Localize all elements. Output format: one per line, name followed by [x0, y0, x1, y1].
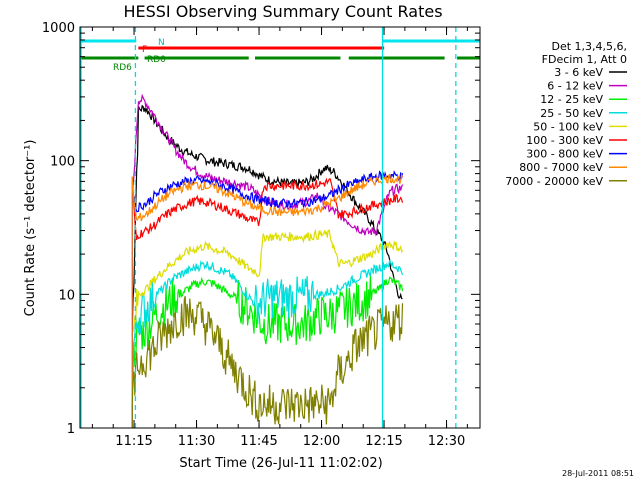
- legend-label-7: 800 - 7000 keV: [519, 161, 603, 174]
- x-tick-label-0: 11:15: [115, 434, 152, 449]
- status-label-rd6: RD6: [113, 63, 132, 73]
- legend-label-1: 6 - 12 keV: [547, 80, 603, 93]
- y-tick-label-1: 10: [58, 288, 75, 303]
- series-line-4: [131, 228, 404, 428]
- x-tick-label-3: 12:00: [303, 434, 340, 449]
- axis-layer: 11:15 11:30 11:45 12:00 12:15 12:30 1 10 100 1000: [42, 21, 480, 449]
- series-line-0: [131, 104, 403, 428]
- x-axis-label: Start Time (26-Jul-11 11:02:02): [179, 456, 382, 471]
- series-line-6: [131, 170, 404, 428]
- legend-label-2: 12 - 25 keV: [540, 93, 603, 106]
- y-tick-label-2: 100: [50, 155, 75, 170]
- series-line-2: [131, 274, 404, 428]
- status-label-n: N: [158, 38, 165, 48]
- legend-label-5: 100 - 300 keV: [526, 134, 603, 147]
- series-layer: [131, 93, 404, 428]
- series-line-7: [131, 172, 404, 428]
- series-line-5: [131, 177, 404, 428]
- x-tick-label-5: 12:30: [428, 434, 465, 449]
- legend-label-3: 25 - 50 keV: [540, 107, 603, 120]
- series-line-8: [131, 296, 404, 428]
- legend-label-6: 300 - 800 keV: [526, 148, 603, 161]
- legend-label-0: 3 - 6 keV: [554, 66, 603, 79]
- legend-label-8: 7000 - 20000 keV: [505, 175, 603, 188]
- x-tick-label-4: 12:15: [365, 434, 402, 449]
- series-line-3: [131, 259, 404, 428]
- status-label-f: F: [142, 45, 147, 55]
- x-tick-label-2: 11:45: [240, 434, 277, 449]
- footer-timestamp: 28-Jul-2011 08:51: [562, 469, 634, 478]
- status-label-rd0: RD0: [147, 55, 166, 65]
- y-axis-label: Count Rate (s⁻¹ detector⁻¹): [23, 140, 38, 317]
- chart-title: HESSI Observing Summary Count Rates: [123, 2, 442, 21]
- series-line-1: [131, 93, 404, 428]
- legend-label-4: 50 - 100 keV: [533, 120, 603, 133]
- y-tick-label-3: 1000: [42, 21, 75, 36]
- y-tick-label-0: 1: [67, 422, 75, 437]
- legend-header-1: FDecim 1, Att 0: [542, 53, 627, 66]
- legend-header-0: Det 1,3,4,5,6,: [551, 40, 627, 53]
- x-tick-label-1: 11:30: [178, 434, 215, 449]
- legend: Det 1,3,4,5,6,FDecim 1, Att 03 - 6 keV6 …: [505, 40, 627, 188]
